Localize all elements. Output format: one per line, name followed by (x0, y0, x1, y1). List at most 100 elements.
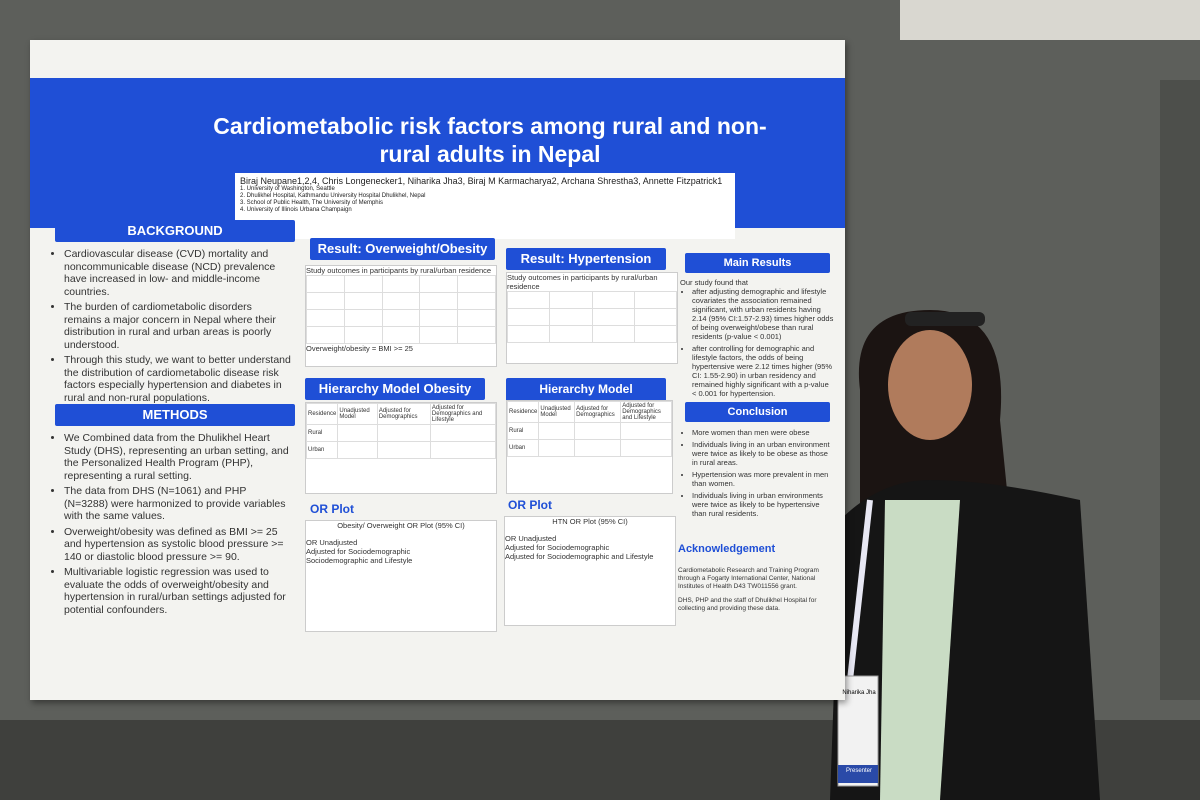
list-item: Adjusted for Sociodemographic and Lifest… (505, 552, 654, 561)
table-row: Rural (506, 422, 672, 440)
table-cell (376, 441, 431, 459)
row-label: Urban (305, 441, 339, 459)
face (888, 330, 972, 440)
column-header: Residence (305, 403, 339, 425)
column-header: Residence (506, 401, 540, 423)
list-item: The burden of cardiometabolic disorders … (64, 301, 292, 351)
row-label: Rural (305, 424, 339, 442)
list-item: Multivariable logistic regression was us… (64, 566, 292, 616)
methods-text: We Combined data from the Dhulikhel Hear… (52, 432, 292, 619)
row-text: Rural (509, 428, 524, 434)
lanyard (847, 499, 873, 681)
table-cell (337, 424, 378, 442)
row-label: Rural (506, 422, 540, 440)
badge-band (838, 765, 878, 783)
table-row: Urban (506, 439, 672, 457)
section-heading: Acknowledgement (678, 543, 776, 555)
row-label: Urban (506, 439, 540, 457)
ceiling (900, 0, 1200, 40)
list-item: after adjusting demographic and lifestyl… (692, 287, 835, 341)
list: Cardiovascular disease (CVD) mortality a… (52, 248, 292, 404)
plot: HTN OR Plot (95% CI) OR Unadjusted Adjust… (504, 516, 676, 626)
list-item: Adjusted for Sociodemographic (505, 543, 610, 552)
table: Study outcomes in participants by rural/… (506, 272, 678, 364)
header-text: Adjusted for Demographics (378, 408, 418, 420)
list-item: Adjusted for Sociodemographic (306, 547, 411, 556)
row-text: Urban (509, 445, 526, 451)
list-item: The data from DHS (N=1061) and PHP (N=32… (64, 485, 292, 523)
header-text: Unadjusted Model (339, 408, 370, 420)
list-item: Individuals living in an urban environme… (692, 440, 835, 467)
column-header: Adjusted for Demographics and Lifestyle (620, 401, 672, 423)
table-caption: Study outcomes in participants by rural/… (507, 273, 658, 291)
list: More women than men were obese Individual… (680, 428, 835, 518)
table-row: Rural (305, 424, 497, 442)
section-heading: Result: Hypertension (506, 248, 666, 270)
main-results-text: Our study found that after adjusting dem… (680, 278, 835, 401)
section-heading: OR Plot (508, 498, 552, 512)
table: Residence Unadjusted Model Adjusted for De… (305, 402, 497, 494)
row-text: Urban (308, 447, 325, 453)
row-text: Rural (308, 430, 323, 436)
side-board (1160, 80, 1200, 700)
intro: Our study found that (680, 278, 748, 287)
acknowledgement-text: Cardiometabolic Research and Training Pr… (678, 560, 833, 620)
list-item: OR Unadjusted (306, 538, 358, 547)
plot-rows: OR Unadjusted Adjusted for Sociodemograph… (306, 538, 496, 565)
table-cell (574, 439, 622, 457)
list: Cardiometabolic Research and Training Pr… (678, 567, 833, 614)
header-text: Unadjusted Model (540, 406, 571, 418)
header-text: Adjusted for Demographics (576, 406, 615, 418)
table-cell (574, 422, 622, 440)
section-heading: Hierarchy Model Obesity (305, 378, 485, 400)
list-item: DHS, PHP and the staff of Dhulikhel Hosp… (678, 597, 817, 612)
column-header: Unadjusted Model (538, 401, 576, 423)
poster: Cardiometabolic risk factors among rural… (30, 40, 845, 700)
table: Study outcomes in participants by rural/… (305, 265, 497, 367)
badge-name: Niharika Jha (842, 690, 876, 696)
list-item: 4. University of Illinois Urbana Champai… (240, 207, 352, 213)
table-row: Residence Unadjusted Model Adjusted for De… (506, 401, 672, 423)
table-grid: Residence Unadjusted Model Adjusted for De… (506, 401, 672, 457)
section-heading: OR Plot (310, 502, 354, 516)
section-heading: Result: Overweight/Obesity (310, 238, 495, 260)
table-cell (538, 439, 576, 457)
table-cell (429, 441, 497, 459)
list-item: Through this study, we want to better un… (64, 354, 292, 404)
table-row: Urban (305, 441, 497, 459)
list-item: Cardiometabolic Research and Training Pr… (678, 566, 819, 590)
table-cell (337, 441, 378, 459)
table-grid (506, 291, 678, 343)
table-note: Overweight/obesity = BMI >= 25 (306, 344, 413, 353)
affiliations: 1. University of Washington, Seattle 2. D… (240, 186, 730, 214)
table-cell (376, 424, 431, 442)
authors-box: Biraj Neupane1,2,4, Chris Longenecker1, … (235, 173, 735, 239)
authors: Biraj Neupane1,2,4, Chris Longenecker1, … (240, 176, 723, 186)
table-grid (306, 275, 496, 344)
list-item: 1. University of Washington, Seattle (240, 186, 335, 192)
list-item: More women than men were obese (692, 428, 835, 437)
sunglasses (905, 312, 985, 326)
poster-title: Cardiometabolic risk factors among rural… (213, 113, 767, 167)
table-cell (538, 422, 576, 440)
list-item: after controlling for demographic and li… (692, 344, 835, 398)
list-item: 2. Dhulikhel Hospital, Kathmandu Univers… (240, 193, 426, 199)
table-cell (620, 439, 672, 457)
background-text: Cardiovascular disease (CVD) mortality a… (52, 248, 292, 407)
list-item: Hypertension was more prevalent in men t… (692, 470, 835, 488)
list-item: Individuals living in urban environments… (692, 491, 835, 518)
header-text: Adjusted for Demographics and Lifestyle (431, 405, 483, 423)
header-text: Residence (308, 411, 337, 417)
section-heading: BACKGROUND (55, 220, 295, 242)
blouse (880, 500, 960, 800)
column-header: Adjusted for Demographics (376, 403, 431, 425)
badge-role: Presenter (845, 768, 872, 774)
column-header: Adjusted for Demographics and Lifestyle (429, 403, 497, 425)
plot-rows: OR Unadjusted Adjusted for Sociodemograph… (505, 534, 675, 561)
table-cell (620, 422, 672, 440)
header-text: Residence (509, 409, 538, 415)
column-header: Unadjusted Model (337, 403, 378, 425)
list: We Combined data from the Dhulikhel Hear… (52, 432, 292, 616)
section-heading: Main Results (685, 253, 830, 273)
